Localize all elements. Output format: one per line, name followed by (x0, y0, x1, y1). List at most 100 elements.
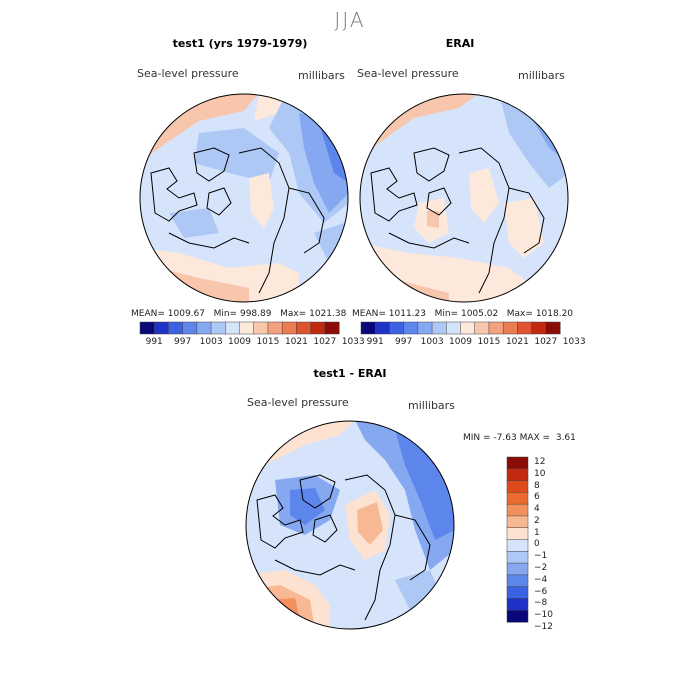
colorbar-tick: 997 (174, 337, 192, 347)
colorbar-swatch (506, 609, 529, 623)
difference-colorbar-ticks: 12 10 8 6 4 2 1 0 −1 −2 −4 −6 −8 −10 −12 (534, 457, 574, 632)
colorbar-tick: 991 (145, 337, 163, 347)
colorbar-tick: −12 (534, 621, 553, 632)
difference-variable-label: Sea-level pressure (247, 396, 349, 409)
test-max-value: 1021.38 (309, 309, 347, 319)
colorbar-swatch (506, 515, 529, 529)
colorbar-tick: 1033 (341, 337, 365, 347)
colorbar-tick: 1003 (420, 337, 444, 347)
colorbar-swatch (168, 321, 184, 335)
reference-variable-label: Sea-level pressure (357, 67, 459, 80)
reference-stats: MEAN= 1011.23 Min= 1005.02 Max= 1018.20 (352, 309, 573, 319)
colorbar-swatch (506, 551, 529, 564)
colorbar-swatch (506, 456, 529, 470)
colorbar-swatch (545, 321, 561, 335)
colorbar-swatch (324, 321, 340, 335)
colorbar-swatch (139, 321, 155, 335)
colorbar-tick: 1033 (562, 337, 586, 347)
test-colorbar (139, 321, 340, 335)
colorbar-swatch (506, 503, 529, 517)
difference-max-value: 3.61 (555, 433, 576, 443)
colorbar-tick: 1009 (228, 337, 251, 347)
colorbar-swatch (374, 321, 390, 335)
reference-min-label: Min= (434, 309, 459, 319)
difference-min-value: -7.63 (493, 433, 517, 443)
colorbar-swatch (446, 321, 462, 335)
colorbar-swatch (310, 321, 326, 335)
reference-colorbar-ticks: 991 997 1003 1009 1015 1021 1027 1033 (361, 337, 586, 349)
colorbar-swatch (506, 586, 529, 599)
colorbar-tick: 8 (534, 480, 540, 491)
colorbar-swatch (517, 321, 533, 335)
colorbar-tick: 1027 (313, 337, 337, 347)
colorbar-swatch (281, 321, 297, 335)
colorbar-swatch (502, 321, 518, 335)
colorbar-swatch (506, 527, 529, 541)
reference-panel-title: ERAI (445, 37, 475, 50)
colorbar-swatch (389, 321, 405, 335)
colorbar-tick: −1 (534, 551, 548, 562)
colorbar-swatch (474, 321, 490, 335)
colorbar-tick: −2 (534, 563, 548, 573)
colorbar-swatch (506, 492, 529, 505)
colorbar-swatch (153, 321, 169, 335)
season-title: JJA (334, 8, 366, 32)
difference-panel-title: test1 - ERAI (313, 367, 387, 380)
colorbar-swatch (296, 321, 312, 335)
reference-max-label: Max= (506, 309, 533, 319)
colorbar-tick: 997 (395, 337, 413, 347)
colorbar-swatch (210, 321, 226, 335)
colorbar-swatch (506, 574, 529, 588)
colorbar-swatch (182, 321, 198, 335)
colorbar-tick: 1 (534, 527, 540, 538)
colorbar-tick: 10 (534, 468, 546, 479)
colorbar-tick: 6 (534, 492, 540, 503)
reference-colorbar (360, 321, 561, 335)
colorbar-tick: −10 (534, 610, 553, 621)
colorbar-tick: 2 (534, 515, 540, 526)
colorbar-tick: 991 (366, 337, 384, 347)
colorbar-tick: 1015 (256, 337, 280, 347)
colorbar-swatch (267, 321, 283, 335)
difference-colorbar (506, 456, 529, 623)
test-panel-title: test1 (yrs 1979-1979) (172, 37, 308, 50)
colorbar-swatch (506, 598, 529, 611)
reference-polar-map (359, 93, 569, 303)
colorbar-swatch (225, 321, 241, 335)
reference-max-value: 1018.20 (535, 309, 574, 319)
colorbar-swatch (431, 321, 447, 335)
colorbar-tick: 1021 (284, 337, 308, 347)
test-max-label: Max= (280, 309, 307, 319)
colorbar-tick: 1027 (534, 337, 558, 347)
difference-units-label: millibars (408, 399, 455, 412)
colorbar-swatch (506, 539, 529, 552)
difference-max-label: MAX = (519, 433, 551, 443)
colorbar-swatch (506, 480, 529, 493)
colorbar-swatch (360, 321, 376, 335)
test-stats: MEAN= 1009.67 Min= 998.89 Max= 1021.38 (131, 309, 346, 319)
colorbar-tick: −6 (534, 586, 548, 597)
test-mean-label: MEAN= (131, 309, 165, 319)
difference-polar-map (245, 420, 455, 630)
colorbar-swatch (531, 321, 547, 335)
colorbar-swatch (417, 321, 433, 335)
colorbar-tick: 1015 (477, 337, 501, 347)
test-variable-label: Sea-level pressure (137, 67, 239, 80)
colorbar-tick: −8 (534, 598, 548, 609)
test-polar-map (139, 93, 349, 303)
colorbar-tick: 1003 (199, 337, 223, 347)
colorbar-tick: −4 (534, 574, 548, 585)
colorbar-tick: 0 (534, 539, 540, 550)
test-min-value: 998.89 (239, 309, 272, 319)
reference-min-value: 1005.02 (460, 309, 499, 319)
colorbar-swatch (403, 321, 419, 335)
test-colorbar-ticks: 991 997 1003 1009 1015 1021 1027 1033 (140, 337, 365, 349)
reference-units-label: millibars (518, 69, 565, 82)
difference-stats: MIN = -7.63 MAX = 3.61 (463, 433, 576, 443)
colorbar-swatch (506, 562, 529, 576)
test-min-label: Min= (213, 309, 238, 319)
colorbar-swatch (488, 321, 504, 335)
colorbar-swatch (239, 321, 255, 335)
colorbar-swatch (460, 321, 476, 335)
colorbar-swatch (253, 321, 269, 335)
